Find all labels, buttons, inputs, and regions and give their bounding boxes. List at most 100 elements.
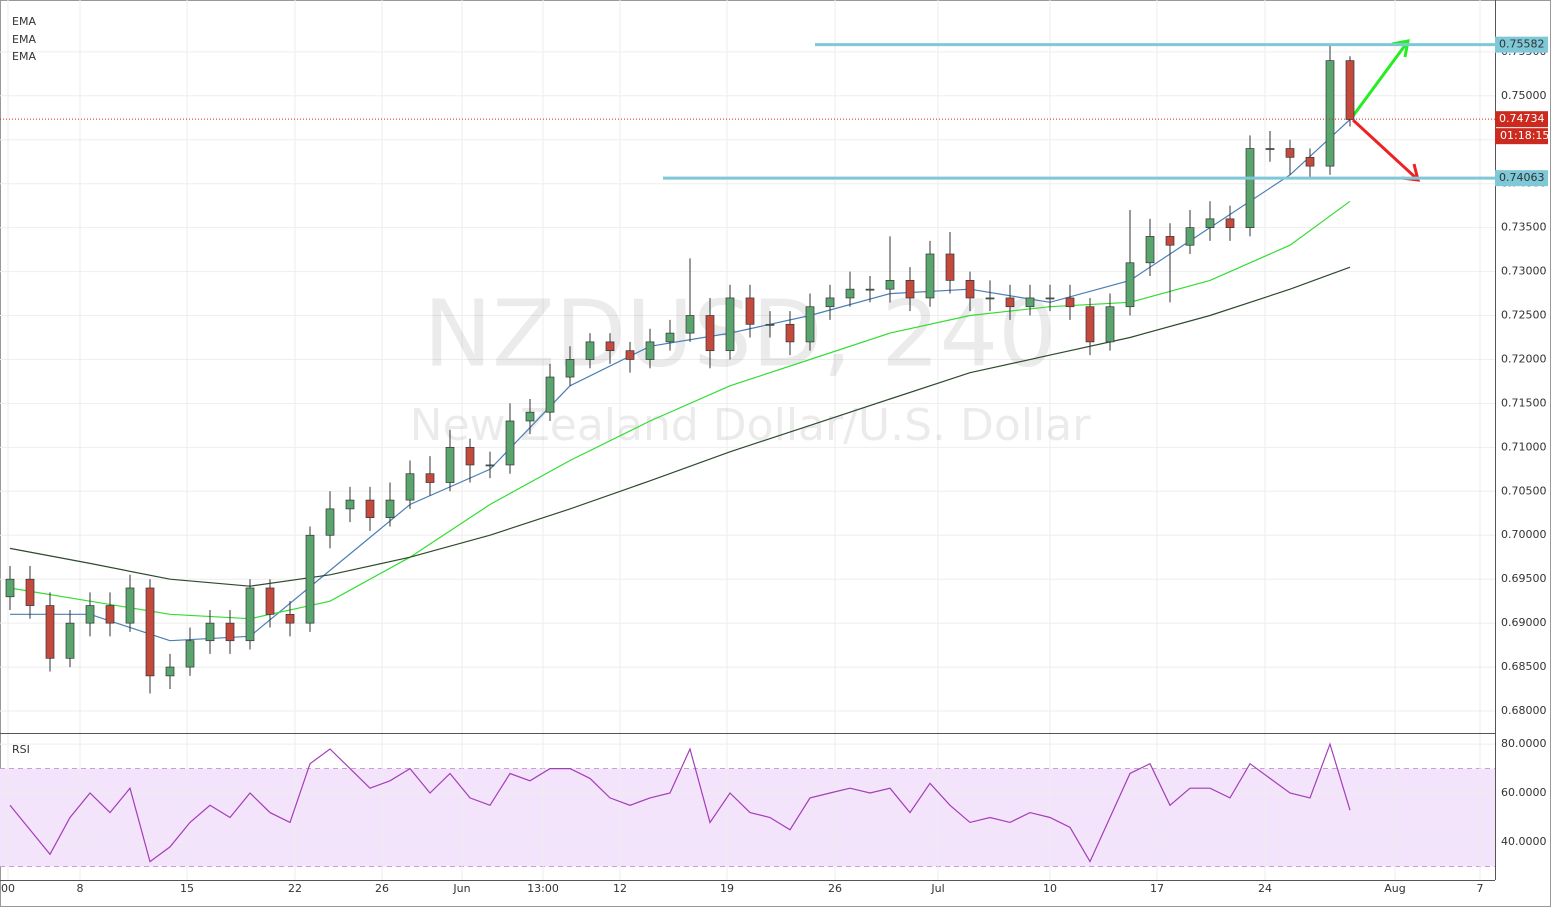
- x-tick-label: Aug: [1384, 882, 1405, 895]
- candle-body: [965, 280, 975, 299]
- candle-body: [1165, 236, 1175, 246]
- x-tick-label: Jul: [930, 882, 944, 895]
- candle-body: [565, 359, 575, 378]
- candle-body: [625, 350, 635, 360]
- candle-body: [65, 622, 75, 659]
- candle-body: [305, 534, 315, 624]
- candle-body: [225, 622, 235, 642]
- arrow-down: [1351, 118, 1418, 180]
- y-tick-label: 0.71500: [1501, 396, 1547, 409]
- candle-body: [105, 605, 115, 624]
- level-label: 0.74063: [1499, 171, 1545, 184]
- candle-body: [865, 288, 875, 291]
- y-tick-label: 0.69500: [1501, 572, 1547, 585]
- y-tick-label: 0.69000: [1501, 616, 1547, 629]
- candle-body: [5, 578, 15, 598]
- countdown-tag: [1495, 128, 1548, 145]
- candle-body: [1305, 156, 1315, 167]
- candle-body: [165, 666, 175, 677]
- candle-body: [825, 297, 835, 308]
- legend-ema: EMA: [12, 33, 36, 46]
- candle-body: [645, 341, 655, 360]
- candle-body: [725, 297, 735, 352]
- candle-body: [845, 288, 855, 299]
- x-tick-label: 17: [1150, 882, 1164, 895]
- candle-body: [205, 622, 215, 642]
- level-tag: [1495, 36, 1548, 53]
- y-tick-label: 40.0000: [1501, 835, 1547, 848]
- candle-body: [1225, 218, 1235, 228]
- candle-body: [985, 297, 995, 300]
- y-tick-label: 0.70000: [1501, 528, 1547, 541]
- candle-body: [425, 473, 435, 483]
- x-tick-label: 22: [288, 882, 302, 895]
- y-tick-label: 0.75000: [1501, 89, 1547, 102]
- candle-body: [45, 605, 55, 659]
- candle-body: [765, 323, 775, 326]
- y-tick-label: 0.72000: [1501, 352, 1547, 365]
- ema-line: [9, 200, 1351, 620]
- y-tick-label: 0.68500: [1501, 660, 1547, 673]
- candle-body: [1245, 148, 1255, 228]
- candle-body: [745, 297, 755, 325]
- y-tick-label: 0.73000: [1501, 265, 1547, 278]
- y-tick-label: 60.0000: [1501, 786, 1547, 799]
- ema-line: [9, 266, 1351, 587]
- x-tick-label: 26: [375, 882, 389, 895]
- candle-body: [1345, 60, 1355, 120]
- x-tick-label: 8: [77, 882, 84, 895]
- candle-body: [1085, 306, 1095, 343]
- x-tick-label: 7: [1477, 882, 1484, 895]
- watermark-name: New Zealand Dollar/U.S. Dollar: [410, 400, 1092, 451]
- x-tick-label: 13:00: [527, 882, 559, 895]
- candle-body: [1025, 297, 1035, 308]
- arrow-head: [1391, 39, 1410, 58]
- grid: [0, 0, 1495, 880]
- candle-body: [1065, 297, 1075, 308]
- candle-body: [925, 253, 935, 299]
- last-price-label: 0.74734: [1499, 112, 1545, 125]
- candle-body: [405, 473, 415, 501]
- candle-body: [325, 508, 335, 536]
- legend-ema: EMA: [12, 15, 36, 28]
- x-tick-label: 10: [1043, 882, 1057, 895]
- x-tick-label: 26: [828, 882, 842, 895]
- candle-body: [505, 420, 515, 466]
- candle-body: [705, 315, 715, 352]
- candle-body: [805, 306, 815, 343]
- candle-body: [525, 411, 535, 422]
- legend-ema: EMA: [12, 50, 36, 63]
- candle-body: [885, 280, 895, 290]
- level-label: 0.75582: [1499, 38, 1545, 51]
- candle-body: [365, 499, 375, 519]
- y-tick-label: 0.70500: [1501, 484, 1547, 497]
- candle-body: [545, 376, 555, 413]
- rsi-line: [9, 742, 1351, 863]
- candle-body: [145, 587, 155, 677]
- candle-body: [1265, 148, 1275, 150]
- candle-body: [605, 341, 615, 352]
- x-tick-label: 15: [180, 882, 194, 895]
- y-tick-label: 0.68000: [1501, 704, 1547, 717]
- level-tag: [1495, 170, 1548, 187]
- candle-body: [245, 587, 255, 642]
- y-tick-label: 0.72500: [1501, 309, 1547, 322]
- candle-body: [85, 605, 95, 624]
- candle-body: [465, 447, 475, 466]
- candle-body: [685, 315, 695, 334]
- watermark-symbol: NZDUSD, 240: [423, 280, 1056, 387]
- last-price-tag: [1495, 111, 1548, 128]
- candle-body: [1045, 297, 1055, 300]
- x-tick-label: 00: [1, 882, 15, 895]
- candle-body: [485, 464, 495, 467]
- rsi-band: [0, 768, 1495, 867]
- candle-body: [265, 587, 275, 615]
- candle-body: [785, 323, 795, 343]
- x-tick-label: 24: [1258, 882, 1272, 895]
- candle-body: [385, 499, 395, 519]
- x-tick-label: Jun: [452, 882, 470, 895]
- candle-body: [1325, 60, 1335, 167]
- candle-body: [285, 613, 295, 624]
- candle-body: [1005, 297, 1015, 308]
